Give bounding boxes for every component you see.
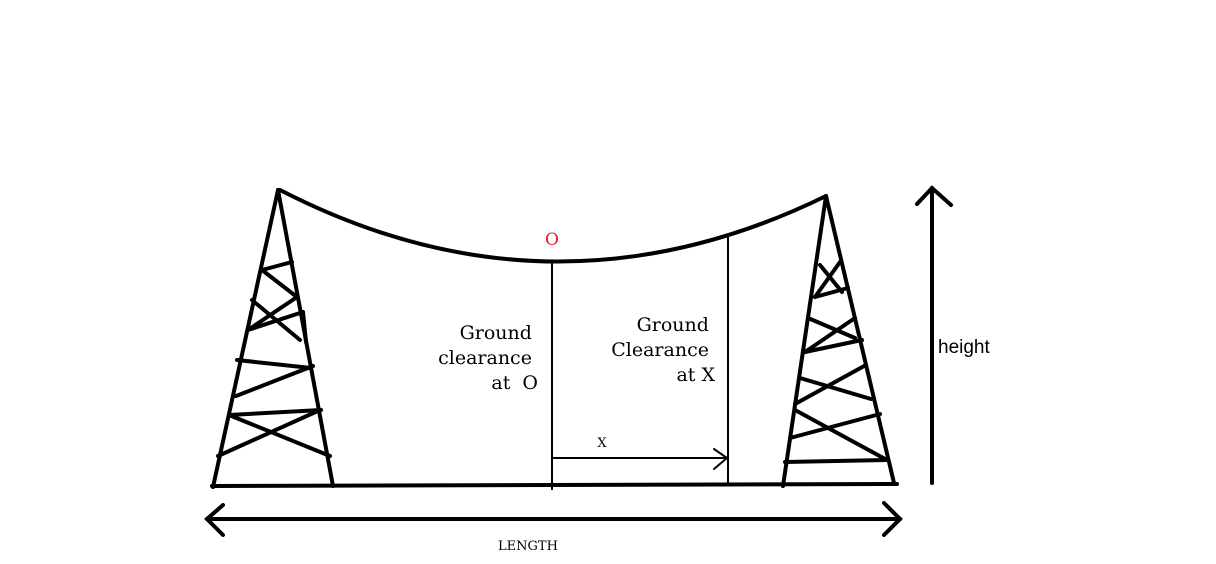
left-tower [211, 188, 335, 489]
clearance-x-line-2: Clearance [611, 339, 709, 361]
clearance-x-line-3: at X [676, 364, 715, 386]
x-label: X [597, 436, 607, 451]
x-distance-arrow [551, 448, 729, 470]
clearance-o-label: Ground clearance at O [438, 322, 538, 394]
clearance-o-line-3: at O [491, 372, 538, 394]
clearance-x-line-1: Ground [637, 314, 709, 336]
clearance-o-line-1: Ground [460, 322, 532, 344]
point-o-label: O [545, 230, 559, 250]
clearance-x-label: Ground Clearance at X [611, 314, 715, 386]
height-arrow [915, 185, 953, 485]
height-label: height [938, 337, 990, 358]
length-arrow [204, 501, 903, 537]
right-tower [781, 194, 896, 488]
conductor-cable [278, 188, 828, 264]
length-label: LENGTH [498, 539, 558, 554]
ground-line [210, 482, 899, 488]
clearance-o-line-2: clearance [438, 347, 532, 369]
